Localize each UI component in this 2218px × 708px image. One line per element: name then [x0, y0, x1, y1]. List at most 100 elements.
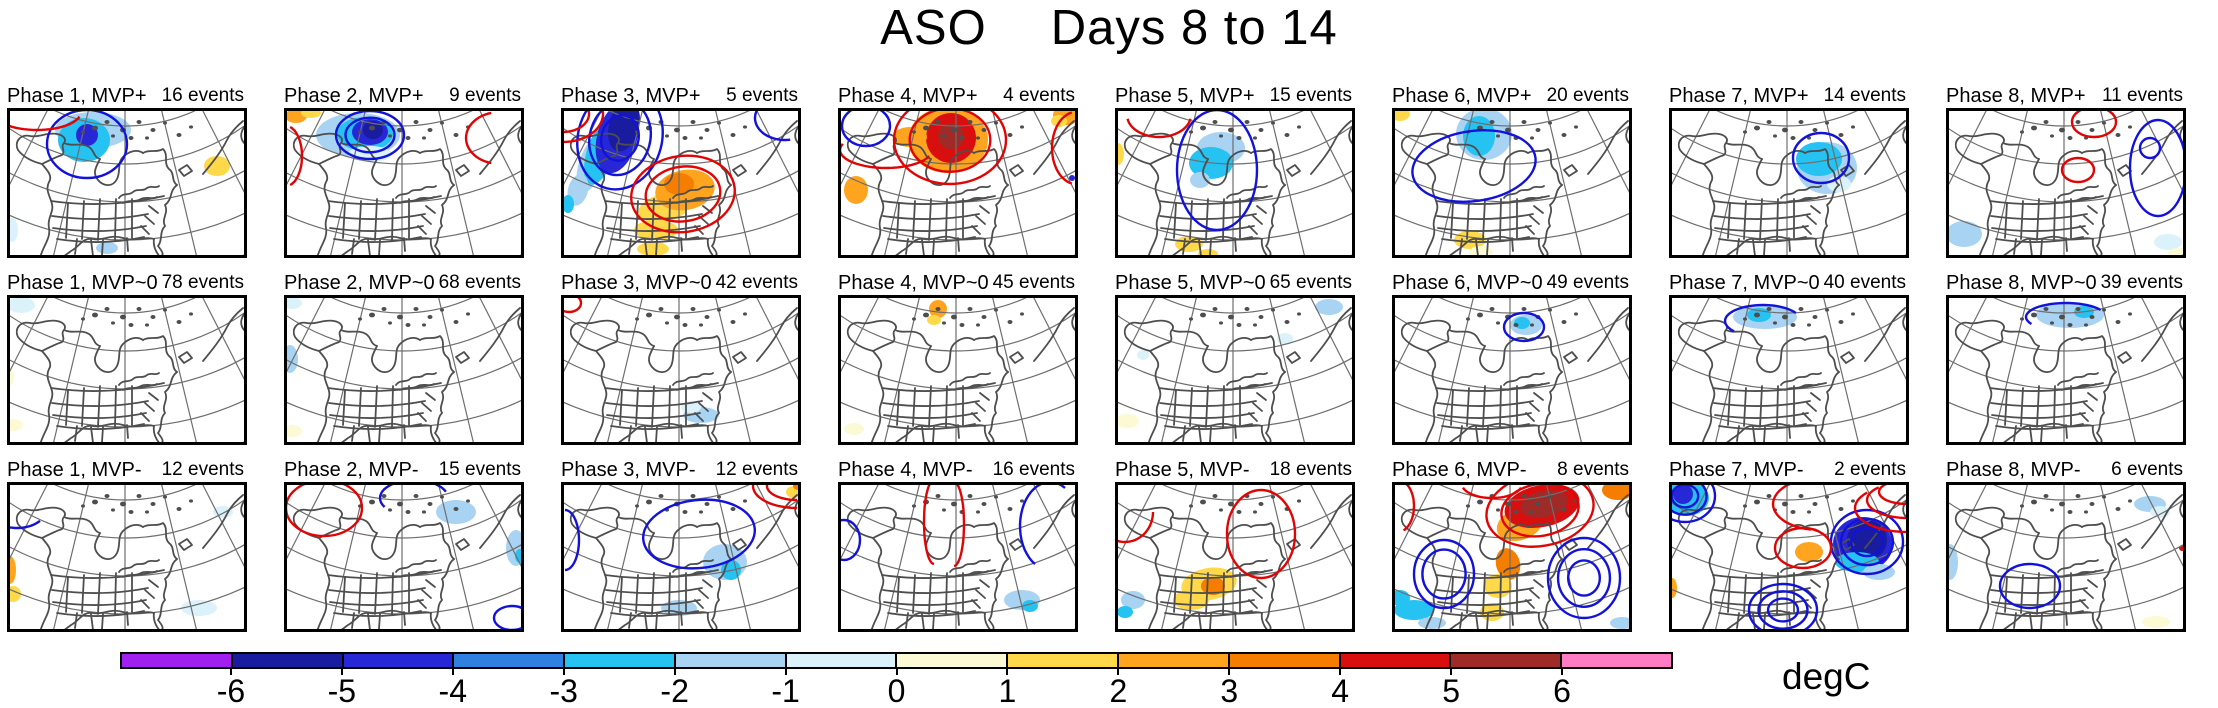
panel-grid: Phase 1, MVP+ 16 events Phase 2, MVP+ 9 eve…	[7, 84, 2186, 632]
map-canvas	[7, 108, 247, 258]
map-panel: Phase 7, MVP- 2 events	[1669, 458, 1909, 632]
panel-border	[284, 108, 524, 258]
colorbar-tick	[340, 669, 343, 675]
contour-lines	[9, 110, 129, 180]
map-canvas	[1392, 108, 1632, 258]
panel-event-count: 12 events	[715, 459, 798, 480]
colorbar-tick-label: -4	[438, 673, 468, 708]
coastlines	[1123, 307, 1353, 443]
panel-border	[1669, 108, 1909, 258]
contour-lines	[286, 484, 522, 630]
panel-event-count: 45 events	[992, 272, 1075, 293]
contour-lines	[1502, 311, 1546, 343]
anomaly-shading	[1948, 221, 2184, 256]
panel-event-count: 8 events	[1557, 459, 1629, 480]
map-panel: Phase 6, MVP- 8 events	[1392, 458, 1632, 632]
panel-header: Phase 6, MVP~0 49 events	[1392, 271, 1632, 295]
graticule	[286, 297, 522, 443]
contour-lines	[840, 484, 1066, 568]
panel-border	[838, 108, 1078, 258]
map-panel: Phase 1, MVP- 12 events	[7, 458, 247, 632]
anomaly-shading	[9, 112, 230, 254]
map-panel: Phase 4, MVP- 16 events	[838, 458, 1078, 632]
map-panel: Phase 8, MVP- 6 events	[1946, 458, 2186, 632]
panel-border	[1946, 295, 2186, 445]
contour-lines	[2024, 301, 2102, 325]
panel-event-count: 4 events	[1003, 85, 1075, 106]
panel-header: Phase 4, MVP- 16 events	[838, 458, 1078, 482]
panel-header: Phase 2, MVP- 15 events	[284, 458, 524, 482]
panel-event-count: 39 events	[2100, 272, 2183, 293]
panel-title: Phase 1, MVP+	[7, 85, 147, 107]
figure-title-season: ASO	[880, 1, 987, 55]
colorbar-segment	[1227, 652, 1341, 669]
panel-header: Phase 7, MVP- 2 events	[1669, 458, 1909, 482]
colorbar-tick-label: -5	[327, 673, 357, 708]
map-canvas	[1669, 482, 1909, 632]
coastlines	[1123, 494, 1353, 630]
colorbar-tick	[229, 669, 232, 675]
map-canvas	[1392, 482, 1632, 632]
map-canvas	[1669, 295, 1909, 445]
panel-header: Phase 3, MVP- 12 events	[561, 458, 801, 482]
panel-header: Phase 8, MVP+ 11 events	[1946, 84, 2186, 108]
coastlines	[15, 494, 245, 630]
panel-header: Phase 7, MVP+ 14 events	[1669, 84, 1909, 108]
colorbar-segment	[452, 652, 566, 669]
panel-title: Phase 5, MVP-	[1115, 459, 1250, 481]
panel-event-count: 5 events	[726, 85, 798, 106]
graticule	[286, 484, 522, 630]
contour-lines	[1671, 484, 1907, 630]
panel-border	[1115, 482, 1355, 632]
colorbar-unit-label: degC	[1782, 656, 1871, 697]
coastlines	[292, 307, 522, 443]
panel-event-count: 18 events	[1269, 459, 1352, 480]
panel-border	[1669, 295, 1909, 445]
contour-lines	[1791, 131, 1851, 185]
panel-header: Phase 2, MVP~0 68 events	[284, 271, 524, 295]
colorbar-tick-label: -1	[771, 673, 800, 708]
colorbar-segment	[1560, 652, 1673, 669]
graticule	[840, 297, 1076, 443]
panel-title: Phase 6, MVP~0	[1392, 272, 1543, 294]
anomaly-shading	[1117, 299, 1343, 428]
colorbar-swatches	[120, 652, 1673, 669]
coastlines	[292, 494, 522, 630]
panel-header: Phase 1, MVP~0 78 events	[7, 271, 247, 295]
colorbar-tick-label: -3	[549, 673, 578, 708]
graticule	[840, 484, 1076, 630]
colorbar: -6 -5 -4 -3 -2 -1 0 1 2 3 4 5 6 degC	[120, 652, 1870, 708]
graticule	[1394, 297, 1630, 443]
panel-border	[1946, 482, 2186, 632]
colorbar-tick	[1450, 669, 1453, 675]
map-panel: Phase 4, MVP+ 4 events	[838, 84, 1078, 258]
coastlines	[569, 494, 799, 630]
map-canvas	[561, 108, 801, 258]
panel-title: Phase 2, MVP+	[284, 85, 424, 107]
panel-border	[7, 295, 247, 445]
panel-event-count: 16 events	[992, 459, 1075, 480]
contour-lines	[1402, 484, 1622, 620]
coastlines	[1954, 120, 2184, 256]
panel-header: Phase 4, MVP+ 4 events	[838, 84, 1078, 108]
panel-title: Phase 1, MVP~0	[7, 272, 158, 294]
colorbar-tick	[451, 669, 454, 675]
map-canvas	[1946, 108, 2186, 258]
map-panel: Phase 6, MVP~0 49 events	[1392, 271, 1632, 445]
map-canvas	[284, 108, 524, 258]
panel-title: Phase 6, MVP+	[1392, 85, 1532, 107]
panel-event-count: 11 events	[2102, 85, 2183, 106]
coastlines	[1677, 307, 1907, 443]
panel-title: Phase 4, MVP-	[838, 459, 973, 481]
panel-header: Phase 5, MVP+ 15 events	[1115, 84, 1355, 108]
map-canvas	[284, 295, 524, 445]
contour-lines	[9, 519, 41, 530]
map-panel: Phase 2, MVP~0 68 events	[284, 271, 524, 445]
map-panel: Phase 6, MVP+ 20 events	[1392, 84, 1632, 258]
anomaly-shading	[844, 300, 947, 435]
contour-lines	[1126, 110, 1259, 232]
coastlines	[15, 120, 245, 256]
panel-event-count: 49 events	[1546, 272, 1629, 293]
graticule	[9, 297, 245, 443]
map-panel: Phase 5, MVP- 18 events	[1115, 458, 1355, 632]
